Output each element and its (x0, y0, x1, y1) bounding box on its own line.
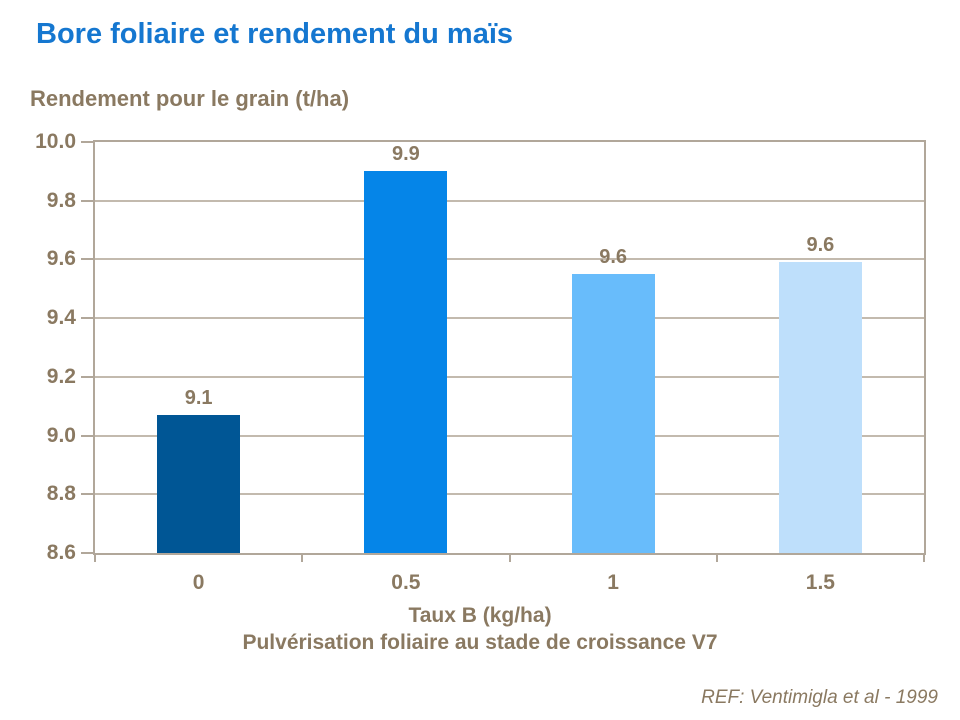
y-tick-mark (81, 434, 93, 437)
y-tick-label: 9.4 (46, 306, 76, 330)
gridline (95, 258, 924, 261)
y-tick-label: 9.0 (46, 423, 76, 447)
x-tick-label: 1 (607, 571, 619, 594)
y-tick-label: 8.8 (46, 482, 76, 506)
y-tick-label: 8.6 (46, 541, 76, 564)
gridline (95, 375, 924, 378)
gridline (95, 317, 924, 320)
gridline (95, 434, 924, 437)
x-tick-label: 1.5 (805, 571, 835, 594)
gridline (95, 199, 924, 202)
x-tick-mark (301, 553, 304, 562)
x-axis-title: Taux B (kg/ha) (408, 604, 552, 627)
y-tick-mark (81, 552, 93, 554)
chart-title: Bore foliaire et rendement du maïs (36, 18, 514, 50)
y-tick-mark (81, 493, 93, 496)
gridline (95, 493, 924, 496)
x-tick-mark (923, 553, 925, 562)
bar-value-label: 9.1 (184, 387, 213, 410)
x-tick-mark (715, 553, 718, 562)
bar-1 (571, 274, 655, 553)
bar-value-label: 9.9 (391, 143, 420, 166)
y-axis-title: Rendement pour le grain (t/ha) (30, 86, 350, 111)
y-tick-mark (81, 258, 93, 261)
bar-0 (157, 415, 241, 553)
y-tick-label: 9.8 (46, 188, 76, 212)
bar-value-label: 9.6 (599, 246, 628, 269)
y-tick-mark (81, 317, 93, 320)
x-tick-label: 0.5 (391, 571, 421, 594)
x-tick-mark (94, 553, 96, 562)
y-tick-label: 10.0 (35, 130, 76, 153)
plot-area: 9.1 9.9 9.6 9.6 (93, 140, 926, 555)
x-tick-label: 0 (192, 571, 205, 594)
x-tick-mark (508, 553, 511, 562)
y-tick-mark (81, 375, 93, 378)
y-tick-mark (81, 199, 93, 202)
bar-value-label: 9.6 (806, 234, 835, 257)
x-axis-subtitle: Pulvérisation foliaire au stade de crois… (242, 631, 718, 654)
bar-1.5 (778, 262, 862, 553)
y-tick-label: 9.6 (46, 247, 76, 271)
reference-citation: REF: Ventimigla et al - 1999 (701, 687, 938, 708)
y-tick-label: 9.2 (46, 364, 76, 388)
bar-0.5 (364, 171, 448, 553)
y-tick-mark (81, 141, 93, 143)
